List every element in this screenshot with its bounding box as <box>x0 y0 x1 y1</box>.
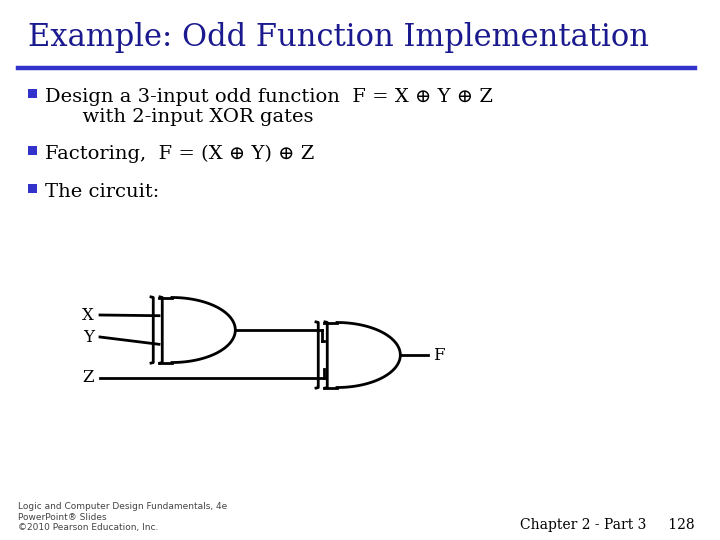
Text: Chapter 2 - Part 3     128: Chapter 2 - Part 3 128 <box>521 518 695 532</box>
Text: Logic and Computer Design Fundamentals, 4e
PowerPoint® Slides
©2010 Pearson Educ: Logic and Computer Design Fundamentals, … <box>18 502 228 532</box>
Text: X: X <box>82 307 94 323</box>
Bar <box>28 146 37 155</box>
Text: Y: Y <box>83 328 94 346</box>
Text: Design a 3-input odd function  F = X ⊕ Y ⊕ Z: Design a 3-input odd function F = X ⊕ Y … <box>45 88 493 106</box>
Text: The circuit:: The circuit: <box>45 183 159 201</box>
Text: with 2-input XOR gates: with 2-input XOR gates <box>45 108 313 126</box>
Text: Factoring,  F = (X ⊕ Y) ⊕ Z: Factoring, F = (X ⊕ Y) ⊕ Z <box>45 145 314 163</box>
Text: Example: Odd Function Implementation: Example: Odd Function Implementation <box>28 22 649 53</box>
Text: Z: Z <box>83 369 94 387</box>
Text: F: F <box>433 347 445 363</box>
Bar <box>28 89 37 98</box>
Bar <box>28 184 37 193</box>
